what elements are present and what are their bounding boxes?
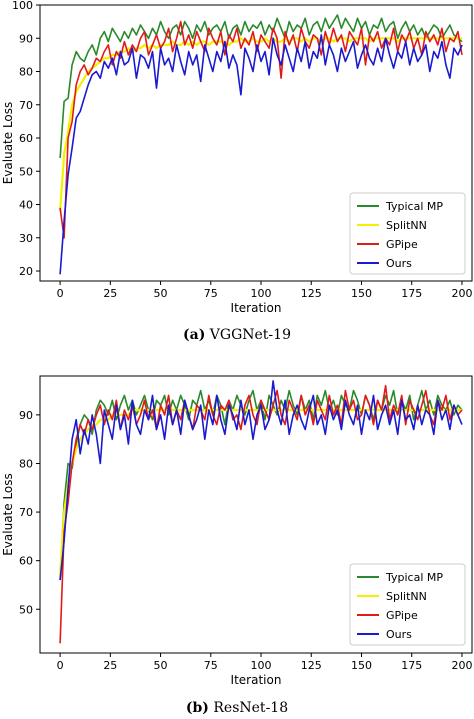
y-tick-label: 100 xyxy=(12,0,33,12)
legend-box xyxy=(349,192,466,275)
y-tick-label: 90 xyxy=(19,32,33,45)
x-tick-label: 200 xyxy=(451,287,472,300)
caption-b-letter: (b) xyxy=(185,700,209,716)
y-tick-label: 80 xyxy=(19,457,33,470)
series-line-gpipe xyxy=(59,384,463,644)
x-tick-label: 75 xyxy=(204,659,218,672)
x-tick-label: 0 xyxy=(57,287,64,300)
y-tick-label: 60 xyxy=(19,132,33,145)
y-tick-label: 40 xyxy=(19,199,33,212)
x-tick-label: 200 xyxy=(451,659,472,672)
y-tick-label: 50 xyxy=(19,165,33,178)
x-tick-label: 175 xyxy=(401,659,422,672)
plot-frame xyxy=(39,4,473,282)
y-tick-label: 70 xyxy=(19,506,33,519)
y-axis-label: Evaluate Loss xyxy=(1,473,15,556)
x-tick-label: 150 xyxy=(351,659,372,672)
chart-resnet-18: 0 25 50 75 100 125 150 175 200 50 60 70 80 90 Iteratio… xyxy=(1,375,473,687)
legend-label: Ours xyxy=(386,628,412,641)
legend: Typical MP SplitNN GPipe Ours xyxy=(349,563,466,646)
x-tick-label: 50 xyxy=(154,287,168,300)
x-tick-label: 125 xyxy=(301,659,322,672)
chart-vggnet-19: 0 25 50 75 100 125 150 175 200 20 30 40 50 60 70 80 90 10… xyxy=(1,0,473,315)
x-tick-label: 75 xyxy=(204,287,218,300)
series-group xyxy=(59,14,463,275)
y-axis-label: Evaluate Loss xyxy=(1,102,15,185)
legend-label: GPipe xyxy=(386,238,418,251)
series-line-typical-mp xyxy=(59,389,463,581)
x-tick-label: 25 xyxy=(103,659,117,672)
series-line-splitnn xyxy=(59,37,462,212)
legend-label: Ours xyxy=(386,257,412,270)
x-tick-label: 25 xyxy=(103,287,117,300)
y-tick-label: 70 xyxy=(19,99,33,112)
x-tick-label: 100 xyxy=(251,659,272,672)
x-tick-label: 0 xyxy=(57,659,64,672)
y-tick-label: 20 xyxy=(19,265,33,278)
x-tick-label: 50 xyxy=(154,659,168,672)
series-line-typical-mp xyxy=(59,14,463,159)
y-tick-label: 90 xyxy=(19,409,33,422)
legend-label: SplitNN xyxy=(386,219,427,232)
caption-b: (b) ResNet-18 xyxy=(0,700,474,716)
x-tick-label: 150 xyxy=(351,287,372,300)
legend-label: Typical MP xyxy=(385,571,443,584)
y-tick-label: 80 xyxy=(19,66,33,79)
y-tick-label: 30 xyxy=(19,232,33,245)
plot-frame xyxy=(39,375,473,654)
y-tick-label: 60 xyxy=(19,555,33,568)
legend: Typical MP SplitNN GPipe Ours xyxy=(349,192,466,275)
series-line-ours xyxy=(59,380,463,581)
legend-label: Typical MP xyxy=(385,200,443,213)
y-tick-label: 50 xyxy=(19,603,33,616)
series-line-gpipe xyxy=(59,20,463,239)
caption-a-text: VGGNet-19 xyxy=(209,327,291,343)
caption-a-letter: (a) xyxy=(183,327,206,343)
caption-b-text: ResNet-18 xyxy=(213,700,289,716)
x-axis-label: Iteration xyxy=(231,301,282,315)
x-tick-label: 175 xyxy=(401,287,422,300)
series-group xyxy=(59,380,463,644)
x-tick-label: 100 xyxy=(251,287,272,300)
x-axis-label: Iteration xyxy=(231,673,282,687)
legend-box xyxy=(349,563,466,646)
series-line-ours xyxy=(59,34,463,275)
x-tick-label: 125 xyxy=(301,287,322,300)
caption-a: (a) VGGNet-19 xyxy=(0,327,474,343)
legend-label: GPipe xyxy=(386,609,418,622)
legend-label: SplitNN xyxy=(386,590,427,603)
series-line-splitnn xyxy=(59,408,462,576)
